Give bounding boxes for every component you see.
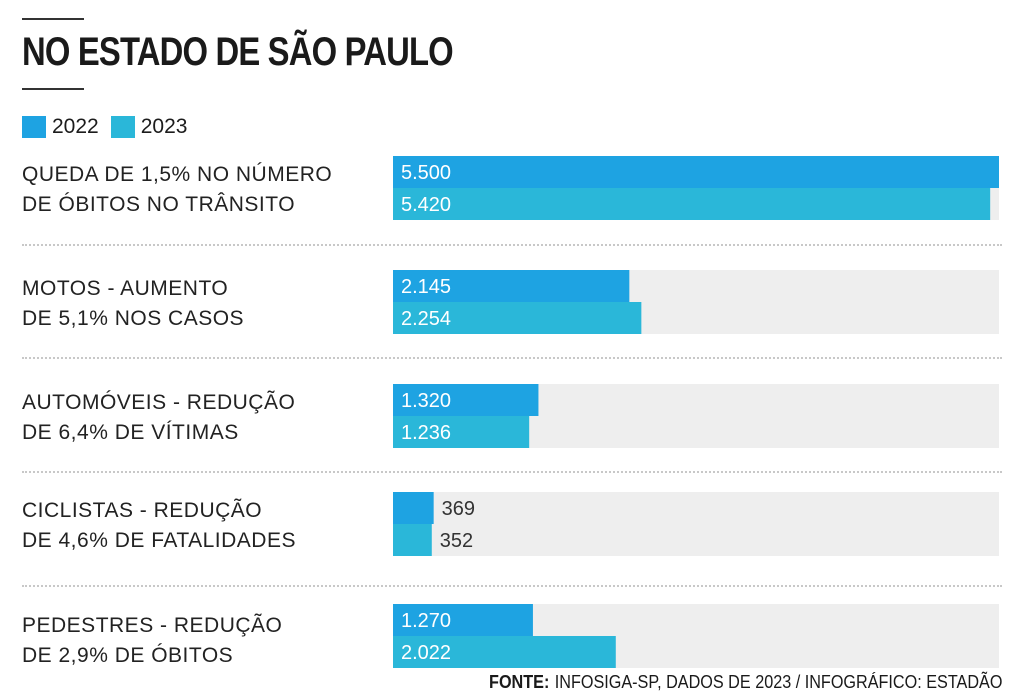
bar-2022	[393, 156, 999, 188]
bar-2022	[393, 492, 434, 524]
category-label-pedestres: PEDESTRES - REDUÇÃO DE 2,9% DE ÓBITOS	[22, 614, 283, 667]
category-label-automoveis: AUTOMÓVEIS - REDUÇÃO DE 6,4% DE VÍTIMAS	[22, 391, 296, 444]
category-label-obitos: QUEDA DE 1,5% NO NÚMERO DE ÓBITOS NO TRÂ…	[22, 163, 333, 216]
title-top-rule	[22, 18, 84, 20]
legend-label-2022: 2022	[52, 115, 99, 138]
bar-2022	[393, 270, 630, 302]
legend-swatch-2023	[110, 116, 135, 138]
separator	[22, 471, 1002, 473]
data-label-2023: 2.022	[401, 642, 451, 664]
data-label-2022: 2.145	[401, 276, 451, 298]
legend-item-2022: 2022	[22, 115, 99, 139]
legend-item-2023: 2023	[110, 115, 188, 139]
data-label-2023: 352	[440, 530, 473, 552]
legend-swatch-2022	[22, 116, 46, 138]
category-label-motos: MOTOS - AUMENTO DE 5,1% NOS CASOS	[22, 277, 245, 330]
separator	[22, 244, 1002, 246]
data-label-2023: 1.236	[401, 422, 451, 444]
page-title: NO ESTADO DE SÃO PAULO	[22, 30, 454, 74]
data-label-2022: 1.320	[401, 390, 451, 412]
source-label: FONTE:	[488, 672, 549, 692]
bar-2023	[393, 416, 530, 448]
category-label-ciclistas: CICLISTAS - REDUÇÃO DE 4,6% DE FATALIDAD…	[22, 499, 296, 552]
bar-2022	[393, 604, 533, 636]
bar-2023	[393, 524, 432, 556]
bar-2023	[393, 636, 616, 668]
bar-2023	[393, 188, 991, 220]
bar-2023	[393, 302, 642, 334]
legend-label-2023: 2023	[140, 115, 188, 138]
bar-2022	[393, 384, 539, 416]
separator	[22, 357, 1002, 359]
data-label-2023: 5.420	[401, 194, 451, 216]
data-label-2023: 2.254	[401, 308, 451, 330]
data-label-2022: 369	[442, 498, 475, 520]
legend: 2022 2023	[22, 115, 199, 139]
title-bottom-rule	[22, 88, 84, 90]
data-label-2022: 5.500	[401, 162, 451, 184]
separator	[22, 585, 1002, 587]
data-label-2022: 1.270	[401, 610, 451, 632]
bar-track	[393, 492, 999, 556]
source-text: INFOSIGA-SP, DADOS DE 2023 / INFOGRÁFICO…	[554, 672, 1002, 692]
source-note: FONTE: INFOSIGA-SP, DADOS DE 2023 / INFOG…	[489, 672, 1002, 693]
